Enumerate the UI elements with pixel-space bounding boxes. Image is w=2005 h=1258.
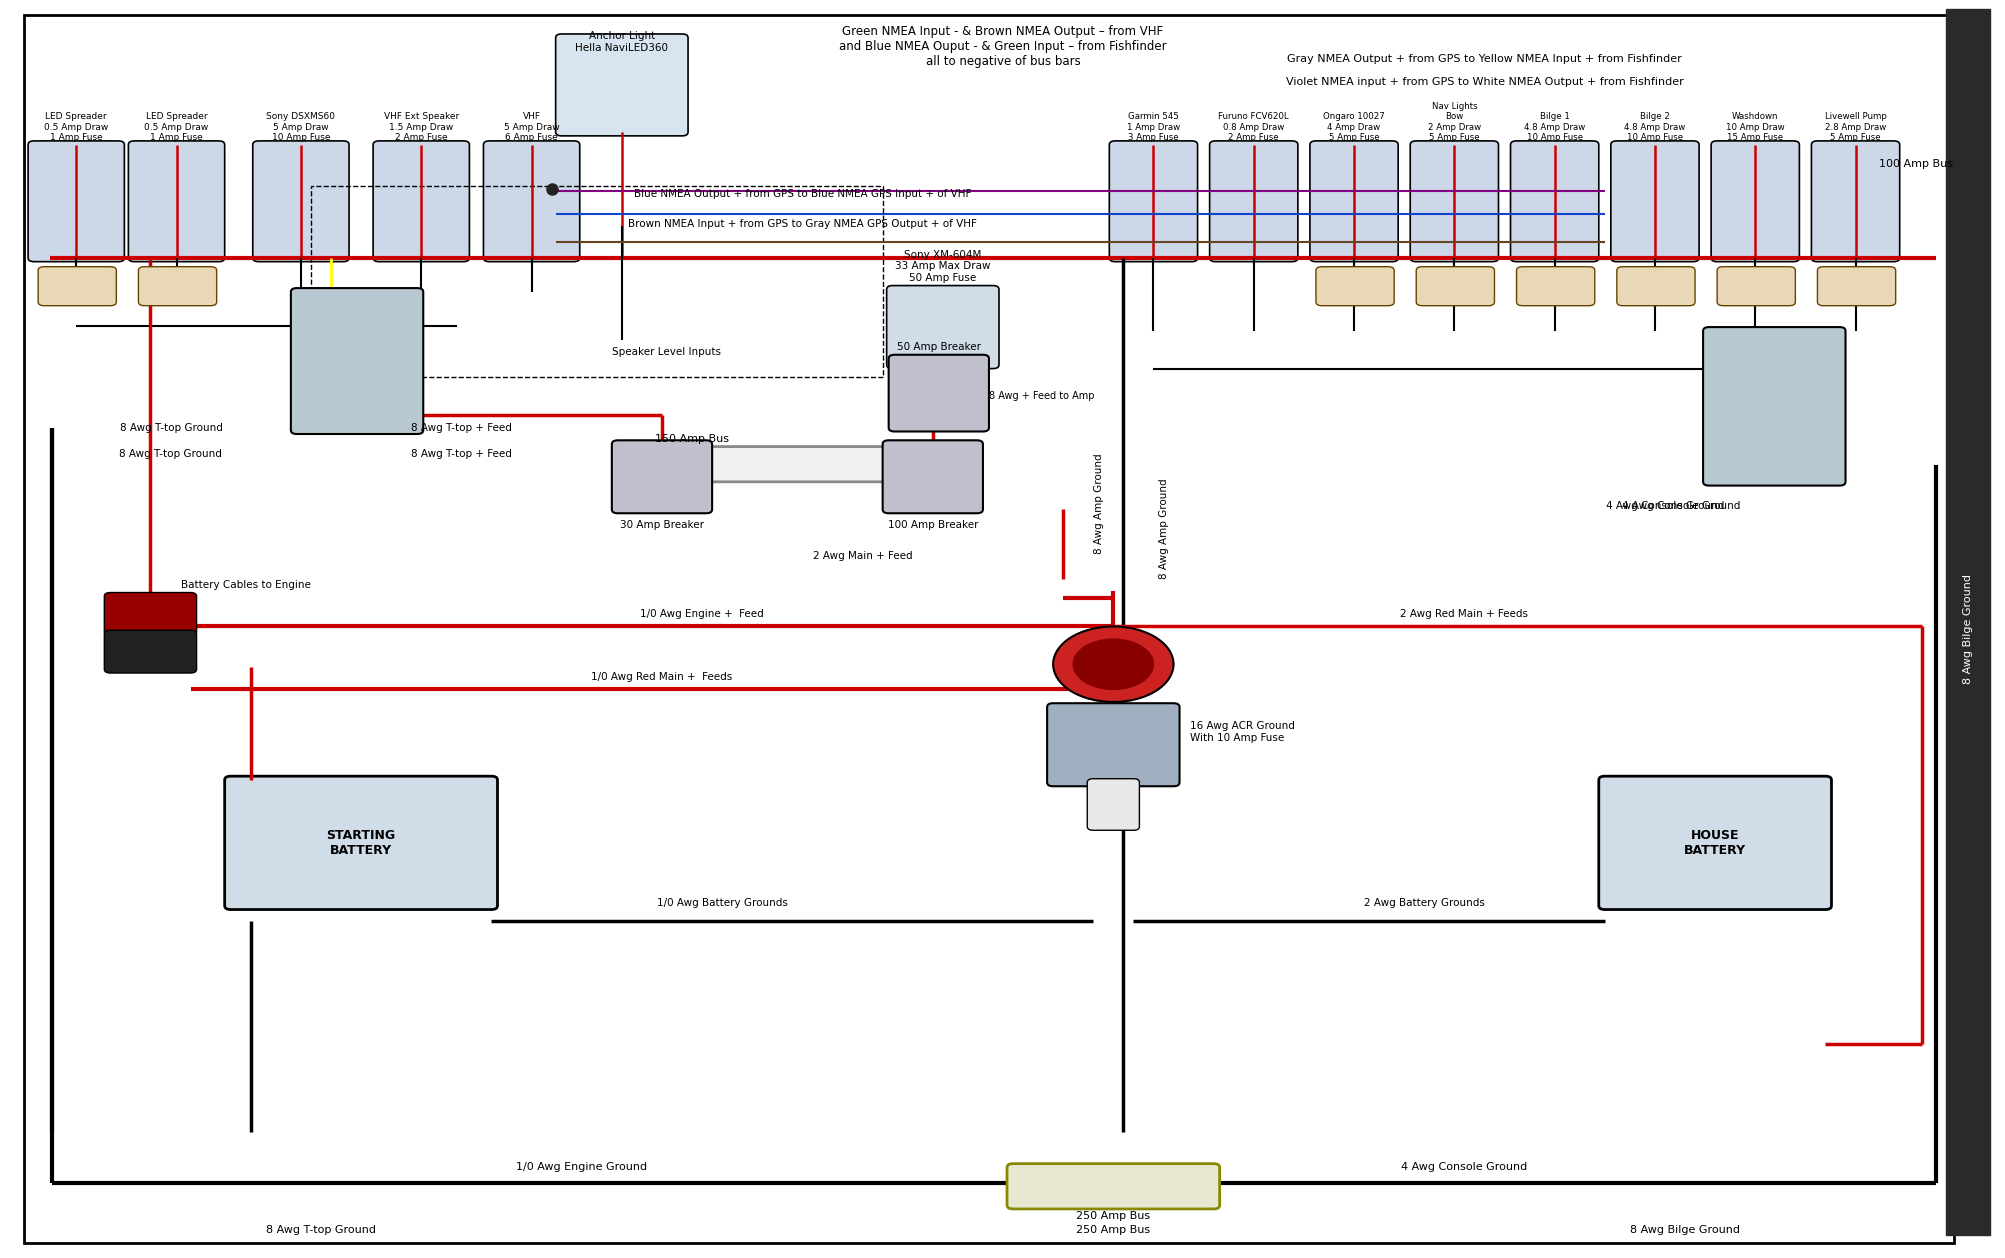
Text: 8 Awg Amp Ground: 8 Awg Amp Ground — [1095, 453, 1103, 554]
FancyBboxPatch shape — [38, 267, 116, 306]
Text: 8 Awg + Feed to Amp: 8 Awg + Feed to Amp — [988, 391, 1095, 401]
Text: Furuno FCV620L
0.8 Amp Draw
2 Amp Fuse: Furuno FCV620L 0.8 Amp Draw 2 Amp Fuse — [1217, 112, 1289, 142]
FancyBboxPatch shape — [1007, 1164, 1219, 1209]
FancyBboxPatch shape — [1610, 141, 1698, 262]
Text: Battery Cables to Engine: Battery Cables to Engine — [180, 580, 311, 590]
Text: VHF
5 Amp Draw
6 Amp Fuse: VHF 5 Amp Draw 6 Amp Fuse — [503, 112, 559, 142]
FancyBboxPatch shape — [104, 593, 196, 635]
Text: Blue NMEA Output + from GPS to Blue NMEA GPS Input + of VHF: Blue NMEA Output + from GPS to Blue NMEA… — [634, 189, 970, 199]
Text: 100 Amp Breaker: 100 Amp Breaker — [886, 520, 978, 530]
Circle shape — [1073, 639, 1153, 689]
Text: Green NMEA Input - & Brown NMEA Output – from VHF
and Blue NMEA Ouput - & Green : Green NMEA Input - & Brown NMEA Output –… — [838, 25, 1167, 68]
Text: 1/0 Awg Battery Grounds: 1/0 Awg Battery Grounds — [656, 898, 788, 908]
FancyBboxPatch shape — [1811, 141, 1899, 262]
Text: Gray NMEA Output + from GPS to Yellow NMEA Input + from Fishfinder: Gray NMEA Output + from GPS to Yellow NM… — [1287, 54, 1680, 64]
Text: 4 Awg Console Ground: 4 Awg Console Ground — [1401, 1162, 1526, 1172]
FancyBboxPatch shape — [1516, 267, 1594, 306]
FancyBboxPatch shape — [1510, 141, 1598, 262]
FancyBboxPatch shape — [225, 776, 497, 910]
Text: 2 Awg Battery Grounds: 2 Awg Battery Grounds — [1363, 898, 1484, 908]
Text: STARTING
BATTERY: STARTING BATTERY — [327, 829, 395, 857]
Text: Anchor Light
Hella NaviLED360: Anchor Light Hella NaviLED360 — [575, 31, 668, 53]
Text: Bilge 1
4.8 Amp Draw
10 Amp Fuse: Bilge 1 4.8 Amp Draw 10 Amp Fuse — [1524, 112, 1584, 142]
FancyBboxPatch shape — [373, 141, 469, 262]
Text: HOUSE
BATTERY: HOUSE BATTERY — [1684, 829, 1744, 857]
FancyBboxPatch shape — [138, 267, 217, 306]
Text: Speaker Level Inputs: Speaker Level Inputs — [612, 347, 720, 357]
Text: 8 Awg Amp Ground: 8 Awg Amp Ground — [1159, 478, 1169, 579]
Text: 16 Awg ACR Ground
With 10 Amp Fuse: 16 Awg ACR Ground With 10 Amp Fuse — [1189, 721, 1293, 743]
FancyBboxPatch shape — [1817, 267, 1895, 306]
FancyBboxPatch shape — [555, 34, 688, 136]
FancyBboxPatch shape — [1209, 141, 1297, 262]
Text: Washdown
10 Amp Draw
15 Amp Fuse: Washdown 10 Amp Draw 15 Amp Fuse — [1724, 112, 1784, 142]
FancyBboxPatch shape — [1416, 267, 1494, 306]
Text: 8 Awg T-top + Feed: 8 Awg T-top + Feed — [411, 423, 511, 433]
FancyBboxPatch shape — [616, 447, 888, 482]
Text: 2 Awg Red Main + Feeds: 2 Awg Red Main + Feeds — [1399, 609, 1528, 619]
Text: 8 Awg T-top Ground: 8 Awg T-top Ground — [118, 449, 223, 459]
FancyBboxPatch shape — [1087, 779, 1139, 830]
Text: Sony DSXMS60
5 Amp Draw
10 Amp Fuse: Sony DSXMS60 5 Amp Draw 10 Amp Fuse — [267, 112, 335, 142]
FancyBboxPatch shape — [612, 440, 712, 513]
Text: LED Spreader
0.5 Amp Draw
1 Amp Fuse: LED Spreader 0.5 Amp Draw 1 Amp Fuse — [144, 112, 209, 142]
FancyBboxPatch shape — [128, 141, 225, 262]
FancyBboxPatch shape — [253, 141, 349, 262]
Text: 250 Amp Bus: 250 Amp Bus — [1077, 1225, 1149, 1235]
Text: 1/0 Awg Engine Ground: 1/0 Awg Engine Ground — [515, 1162, 648, 1172]
FancyBboxPatch shape — [888, 355, 988, 431]
Text: 4 Awg Console Ground: 4 Awg Console Ground — [1604, 501, 1724, 511]
FancyBboxPatch shape — [1047, 703, 1179, 786]
FancyBboxPatch shape — [291, 288, 423, 434]
Text: LED Spreader
0.5 Amp Draw
1 Amp Fuse: LED Spreader 0.5 Amp Draw 1 Amp Fuse — [44, 112, 108, 142]
FancyBboxPatch shape — [1716, 267, 1794, 306]
FancyBboxPatch shape — [28, 141, 124, 262]
Text: 30 Amp Breaker: 30 Amp Breaker — [620, 520, 704, 530]
Text: 8 Awg Bilge Ground: 8 Awg Bilge Ground — [1630, 1225, 1738, 1235]
FancyBboxPatch shape — [1109, 141, 1197, 262]
Text: Livewell Pump
2.8 Amp Draw
5 Amp Fuse: Livewell Pump 2.8 Amp Draw 5 Amp Fuse — [1825, 112, 1885, 142]
Text: 150 Amp Bus: 150 Amp Bus — [656, 434, 728, 444]
Text: 4 Awg Console Ground: 4 Awg Console Ground — [1620, 501, 1740, 511]
Text: Brown NMEA Input + from GPS to Gray NMEA GPS Output + of VHF: Brown NMEA Input + from GPS to Gray NMEA… — [628, 219, 976, 229]
Text: 250 Amp Bus: 250 Amp Bus — [1077, 1211, 1149, 1222]
FancyBboxPatch shape — [1309, 141, 1397, 262]
Text: Nav Lights
Bow
2 Amp Draw
5 Amp Fuse: Nav Lights Bow 2 Amp Draw 5 Amp Fuse — [1428, 102, 1480, 142]
Bar — [1945, 9, 1989, 1235]
FancyBboxPatch shape — [1710, 141, 1798, 262]
Text: Sony XM-604M
33 Amp Max Draw
50 Amp Fuse: Sony XM-604M 33 Amp Max Draw 50 Amp Fuse — [894, 250, 990, 283]
Text: Violet NMEA input + from GPS to White NMEA Output + from Fishfinder: Violet NMEA input + from GPS to White NM… — [1285, 77, 1682, 87]
Text: 100 Amp Bus: 100 Amp Bus — [1879, 159, 1951, 169]
Text: 1/0 Awg Engine +  Feed: 1/0 Awg Engine + Feed — [640, 609, 764, 619]
Text: 8 Awg T-top + Feed: 8 Awg T-top + Feed — [411, 449, 511, 459]
Text: 50 Amp Breaker: 50 Amp Breaker — [896, 342, 980, 352]
FancyBboxPatch shape — [1410, 141, 1498, 262]
Bar — [311, 186, 882, 377]
FancyBboxPatch shape — [104, 630, 196, 673]
FancyBboxPatch shape — [1598, 776, 1831, 910]
Text: Garmin 545
1 Amp Draw
3 Amp Fuse: Garmin 545 1 Amp Draw 3 Amp Fuse — [1127, 112, 1179, 142]
Circle shape — [1053, 626, 1173, 702]
Text: 8 Awg T-top Ground: 8 Awg T-top Ground — [120, 423, 223, 433]
Text: 8 Awg Bilge Ground: 8 Awg Bilge Ground — [1963, 574, 1971, 684]
FancyBboxPatch shape — [1702, 327, 1845, 486]
Text: VHF Ext Speaker
1.5 Amp Draw
2 Amp Fuse: VHF Ext Speaker 1.5 Amp Draw 2 Amp Fuse — [383, 112, 459, 142]
FancyBboxPatch shape — [1315, 267, 1393, 306]
Text: 8 Awg T-top Ground: 8 Awg T-top Ground — [267, 1225, 375, 1235]
Text: Ongaro 10027
4 Amp Draw
5 Amp Fuse: Ongaro 10027 4 Amp Draw 5 Amp Fuse — [1323, 112, 1383, 142]
Text: 2 Awg Main + Feed: 2 Awg Main + Feed — [812, 551, 912, 561]
FancyBboxPatch shape — [483, 141, 579, 262]
FancyBboxPatch shape — [1616, 267, 1694, 306]
Text: Bilge 2
4.8 Amp Draw
10 Amp Fuse: Bilge 2 4.8 Amp Draw 10 Amp Fuse — [1624, 112, 1684, 142]
Text: 1/0 Awg Red Main +  Feeds: 1/0 Awg Red Main + Feeds — [591, 672, 732, 682]
FancyBboxPatch shape — [886, 286, 998, 369]
FancyBboxPatch shape — [882, 440, 982, 513]
